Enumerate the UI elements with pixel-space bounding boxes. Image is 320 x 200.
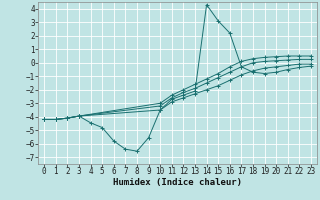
- X-axis label: Humidex (Indice chaleur): Humidex (Indice chaleur): [113, 178, 242, 187]
